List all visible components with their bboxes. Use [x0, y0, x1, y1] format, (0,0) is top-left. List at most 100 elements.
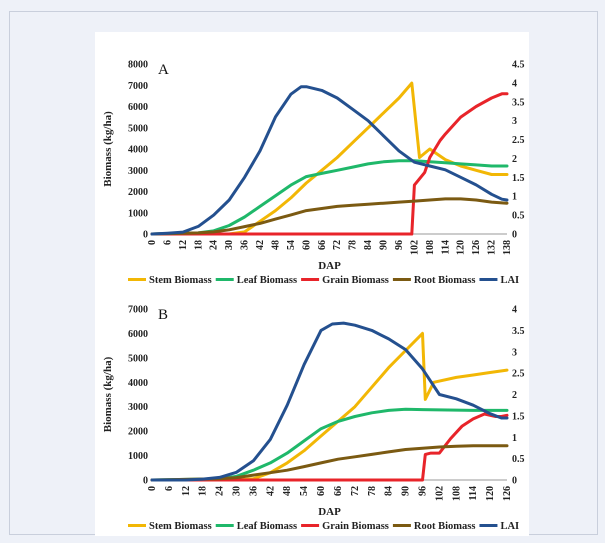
series-line — [150, 321, 509, 482]
y2-tick-label: 3.5 — [512, 97, 525, 108]
y2-tick-label: 3 — [512, 116, 517, 127]
x-tick-label: 84 — [363, 240, 374, 250]
x-tick-label: 24 — [209, 240, 220, 250]
x-tick-label: 90 — [379, 240, 390, 250]
panel-label: A — [158, 62, 169, 78]
x-tick-label: 96 — [417, 486, 428, 496]
x-axis-title: DAP — [318, 506, 341, 518]
y2-tick-label: 1 — [512, 433, 517, 444]
y2-tick-label: 2 — [512, 390, 517, 401]
y-tick-label: 6000 — [128, 102, 148, 113]
y2-tick-label: 2 — [512, 154, 517, 165]
x-tick-label: 102 — [409, 240, 420, 255]
x-tick-label: 132 — [487, 240, 498, 255]
x-axis-title: DAP — [318, 260, 341, 272]
y2-tick-label: 3.5 — [512, 326, 525, 337]
x-tick-label: 96 — [394, 240, 405, 250]
y-tick-label: 5000 — [128, 353, 148, 364]
x-tick-label: 126 — [471, 240, 482, 255]
x-tick-label: 102 — [434, 486, 445, 501]
x-tick-label: 66 — [317, 240, 328, 250]
x-tick-label: 24 — [215, 486, 226, 496]
x-tick-label: 6 — [164, 486, 175, 491]
x-tick-label: 18 — [198, 486, 209, 496]
y2-tick-label: 2.5 — [512, 369, 525, 380]
legend-label: Leaf Biomass — [237, 521, 297, 532]
y-tick-label: 1000 — [128, 451, 148, 462]
legend-label: Root Biomass — [414, 275, 476, 286]
x-tick-label: 6 — [162, 240, 173, 245]
x-tick-label: 90 — [401, 486, 412, 496]
series-line — [150, 331, 509, 482]
x-tick-label: 12 — [181, 486, 192, 496]
x-tick-label: 78 — [348, 240, 359, 250]
legend-label: Root Biomass — [414, 521, 476, 532]
y-tick-label: 1000 — [128, 208, 148, 219]
y-tick-label: 7000 — [128, 305, 148, 316]
y2-tick-label: 1 — [512, 192, 517, 203]
y-tick-label: 0 — [143, 230, 148, 241]
y2-tick-label: 1.5 — [512, 411, 525, 422]
y2-tick-label: 3 — [512, 347, 517, 358]
figure-frame: 0 1000 2000 3000 4000 5000 6000 7000 8000 0 0.5 1 1.… — [9, 11, 598, 536]
x-tick-label: 72 — [350, 486, 361, 496]
y-tick-label: 2000 — [128, 187, 148, 198]
x-tick-label: 30 — [232, 486, 243, 496]
y2-tick-label: 4.5 — [512, 60, 525, 71]
y-tick-label: 4000 — [128, 145, 148, 156]
series-line — [150, 92, 509, 236]
y2-tick-label: 0.5 — [512, 454, 525, 465]
legend-label: Stem Biomass — [149, 521, 212, 532]
series-line — [150, 197, 509, 236]
x-tick-label: 114 — [440, 240, 451, 254]
x-tick-label: 108 — [425, 240, 436, 255]
y2-tick-label: 1.5 — [512, 173, 525, 184]
y-axis-title: Biomass (kg/ha) — [102, 111, 114, 187]
y2-tick-label: 0 — [512, 230, 517, 241]
x-tick-label: 114 — [468, 486, 479, 500]
legend-label: Grain Biomass — [322, 275, 389, 286]
charts-svg: 01000200030004000500060007000800000.511.… — [102, 60, 525, 533]
series-line — [150, 159, 509, 236]
y2-tick-label: 4 — [512, 305, 517, 316]
x-tick-label: 54 — [286, 240, 297, 250]
legend-label: LAI — [500, 521, 519, 532]
y-tick-label: 6000 — [128, 329, 148, 340]
x-tick-label: 84 — [384, 486, 395, 496]
series-line — [150, 81, 509, 236]
figure-area: 0 1000 2000 3000 4000 5000 6000 7000 8000 0 0.5 1 1.… — [95, 32, 529, 536]
x-tick-label: 42 — [265, 486, 276, 496]
x-tick-label: 72 — [332, 240, 343, 250]
series-line — [150, 407, 509, 482]
x-tick-label: 12 — [178, 240, 189, 250]
y-tick-label: 0 — [143, 476, 148, 487]
y-tick-label: 5000 — [128, 123, 148, 134]
legend-label: Stem Biomass — [149, 275, 212, 286]
x-tick-label: 108 — [451, 486, 462, 501]
x-tick-label: 60 — [301, 240, 312, 250]
legend-label: Leaf Biomass — [237, 275, 297, 286]
x-tick-label: 42 — [255, 240, 266, 250]
series-line — [150, 444, 509, 482]
x-tick-label: 0 — [147, 486, 158, 491]
x-tick-label: 36 — [248, 486, 259, 496]
x-tick-label: 126 — [502, 486, 513, 501]
y2-tick-label: 4 — [512, 78, 517, 89]
legend-label: Grain Biomass — [322, 521, 389, 532]
y-axis-title: Biomass (kg/ha) — [102, 356, 114, 432]
x-tick-label: 120 — [485, 486, 496, 501]
y2-tick-label: 0 — [512, 476, 517, 487]
y-tick-label: 7000 — [128, 81, 148, 92]
x-tick-label: 66 — [333, 486, 344, 496]
x-tick-label: 60 — [316, 486, 327, 496]
x-tick-label: 36 — [240, 240, 251, 250]
y2-tick-label: 0.5 — [512, 211, 525, 222]
y-tick-label: 2000 — [128, 427, 148, 438]
y2-tick-label: 2.5 — [512, 135, 525, 146]
panel-label: B — [158, 307, 168, 323]
x-tick-label: 54 — [299, 486, 310, 496]
y-tick-label: 3000 — [128, 402, 148, 413]
y-tick-label: 8000 — [128, 60, 148, 71]
x-tick-label: 0 — [147, 240, 158, 245]
x-tick-label: 30 — [224, 240, 235, 250]
